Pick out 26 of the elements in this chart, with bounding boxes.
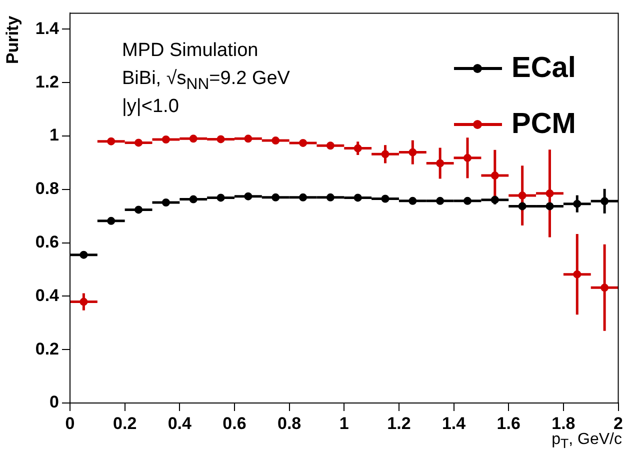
y-tick-label: 0.6: [35, 232, 59, 252]
annotation: MPD Simulation: [122, 40, 258, 62]
x-tick-label: 0: [65, 414, 75, 433]
y-tick-label: 1.2: [35, 72, 59, 92]
y-tick-label: 0.8: [35, 179, 59, 198]
y-axis-title: Purity: [3, 16, 23, 64]
x-tick-label: 0.8: [277, 414, 302, 433]
annotation: BiBi, √s$_{NN}$=9.2 GeV: [122, 68, 290, 94]
x-tick-label: 1.8: [552, 414, 576, 433]
x-tick-label: 1.4: [442, 414, 466, 433]
legend-label: PCM: [512, 108, 576, 140]
x-tick-label: 0.2: [113, 414, 137, 433]
x-tick-label: 0.6: [222, 414, 246, 433]
y-tick-label: 0.4: [35, 286, 60, 305]
x-tick-label: 1: [339, 414, 349, 433]
y-tick-label: 0.2: [35, 339, 59, 358]
legend-label: ECal: [512, 52, 576, 84]
x-tick-label: 1.2: [387, 414, 411, 433]
y-tick-label: 0: [50, 392, 59, 412]
x-axis-title: p$_{T}$, GeV/c: [552, 430, 622, 453]
x-tick-label: 0.4: [168, 414, 192, 433]
y-tick-label: 1.4: [35, 18, 60, 38]
x-tick-label: 2: [614, 414, 624, 433]
annotation: |y|<1.0: [122, 96, 179, 118]
y-tick-label: 1: [50, 126, 59, 145]
x-tick-label: 1.6: [496, 414, 520, 433]
